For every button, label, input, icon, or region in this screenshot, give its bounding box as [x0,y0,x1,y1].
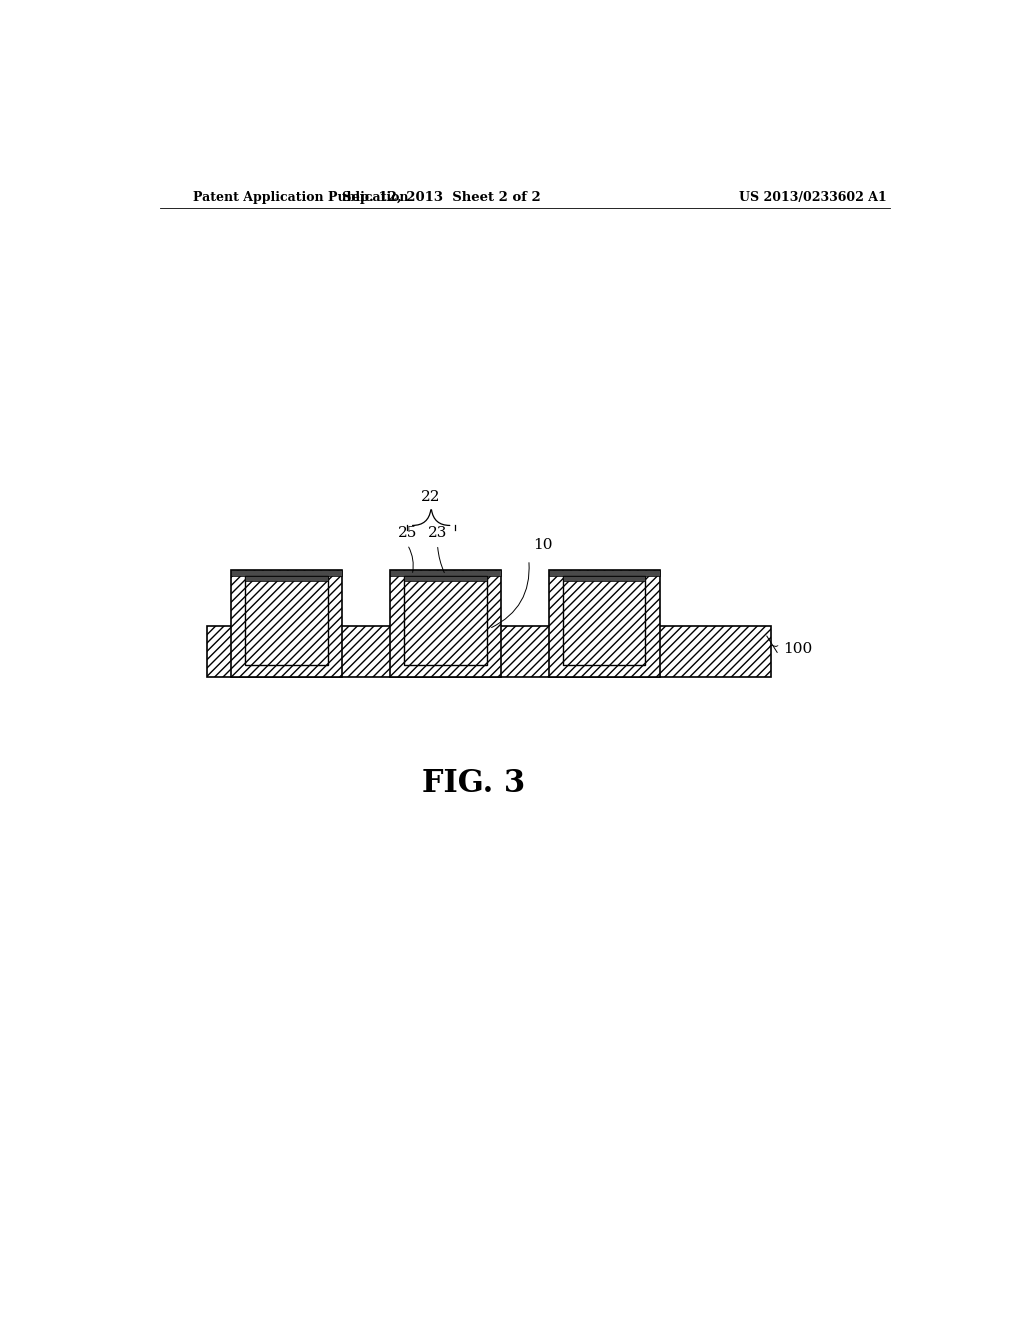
Text: 100: 100 [782,643,812,656]
Text: 10: 10 [532,537,552,552]
Text: 23: 23 [428,527,447,540]
Bar [404,576,486,581]
Bar [390,570,501,677]
Bar [563,576,645,664]
Text: US 2013/0233602 A1: US 2013/0233602 A1 [739,190,887,203]
Bar [231,570,342,576]
Text: Patent Application Publication: Patent Application Publication [194,190,409,203]
Text: ~: ~ [767,640,778,655]
Text: Sep. 12, 2013  Sheet 2 of 2: Sep. 12, 2013 Sheet 2 of 2 [342,190,541,203]
Bar [207,626,771,677]
Bar [549,570,659,677]
Bar [549,570,659,576]
Text: 25: 25 [397,527,417,540]
Bar [563,576,645,581]
Bar [246,576,328,664]
Bar [246,576,328,581]
Text: FIG. 3: FIG. 3 [422,768,525,799]
Bar [231,570,342,677]
Text: 22: 22 [422,490,441,504]
Bar [390,570,501,576]
Bar [404,576,486,664]
